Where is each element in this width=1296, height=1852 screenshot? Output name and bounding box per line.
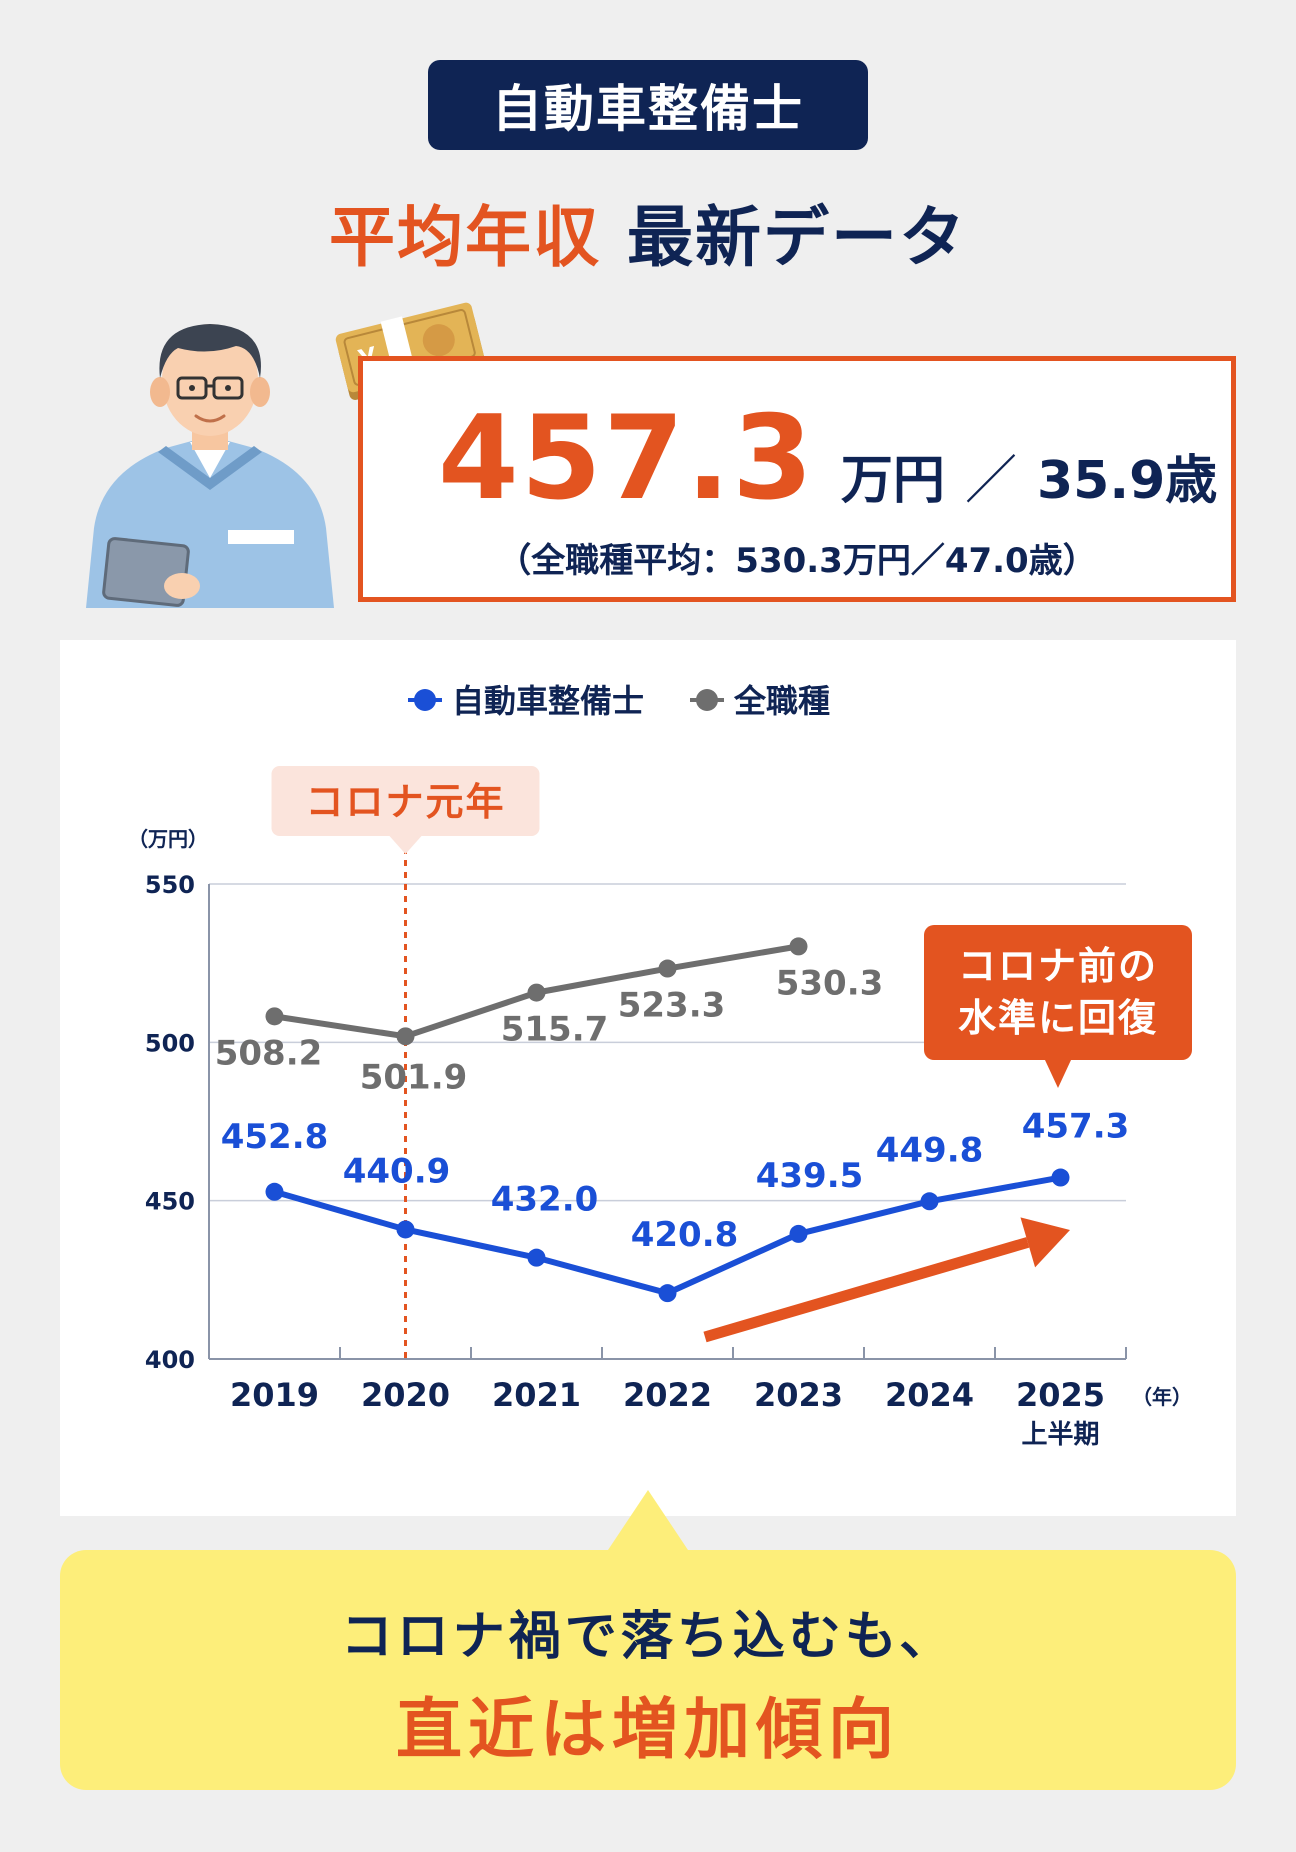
data-label: 432.0 bbox=[491, 1180, 599, 1220]
x-tick-label: 2020 bbox=[361, 1376, 450, 1414]
y-tick-label: 400 bbox=[145, 1346, 195, 1374]
data-label: 457.3 bbox=[1022, 1107, 1130, 1147]
data-point bbox=[789, 1224, 808, 1243]
callout-pointer bbox=[608, 1490, 688, 1550]
data-label: 530.3 bbox=[776, 963, 884, 1003]
trend-arrow-shaft bbox=[703, 1237, 1030, 1343]
corona-label: コロナ元年 bbox=[305, 780, 505, 824]
summary-line-1: コロナ禍で落ち込むも、 bbox=[340, 1607, 956, 1667]
title-accent: 平均年収 bbox=[329, 199, 601, 276]
average-age: 35.9歳 bbox=[1036, 451, 1218, 511]
mechanic-illustration bbox=[86, 324, 334, 608]
data-point bbox=[527, 983, 546, 1002]
occupation-tag: 自動車整備士 bbox=[428, 60, 868, 150]
trend-arrow-head bbox=[1020, 1217, 1070, 1268]
y-tick-label: 550 bbox=[145, 871, 195, 899]
data-label: 452.8 bbox=[221, 1117, 329, 1157]
data-point bbox=[265, 1007, 284, 1026]
legend-marker bbox=[414, 689, 436, 711]
data-point bbox=[789, 937, 808, 956]
data-point bbox=[920, 1192, 939, 1211]
salary-line-chart: 400 450 500 550 （万円） 2019 2020 2021 2022 2023 2024… bbox=[128, 682, 1192, 1450]
x-tick-sublabel: 上半期 bbox=[1021, 1420, 1099, 1450]
corona-label-pointer bbox=[389, 836, 422, 854]
x-unit-label: （年） bbox=[1132, 1385, 1192, 1409]
data-label: 440.9 bbox=[343, 1151, 451, 1191]
salary-unit: 万円 bbox=[840, 451, 945, 511]
recovery-label-box bbox=[924, 925, 1192, 1060]
corona-label-box bbox=[271, 766, 540, 836]
data-point bbox=[658, 1284, 677, 1303]
title-rest: 最新データ bbox=[627, 199, 967, 276]
recovery-label-line-1: コロナ前の bbox=[958, 944, 1158, 988]
legend-label: 自動車整備士 bbox=[452, 682, 644, 720]
salary-chart-panel: 400 450 500 550 （万円） 2019 2020 2021 2022 2023 2024… bbox=[60, 640, 1236, 1516]
data-point bbox=[658, 959, 677, 978]
x-tick-label: 2022 bbox=[623, 1376, 712, 1414]
salary-stat-main: 457.3 万円 ／ 35.9歳 bbox=[438, 391, 1217, 526]
x-tick-label: 2021 bbox=[492, 1376, 581, 1414]
data-point bbox=[265, 1182, 284, 1201]
x-tick-label: 2023 bbox=[754, 1376, 843, 1414]
data-label: 501.9 bbox=[360, 1057, 468, 1097]
salary-value: 457.3 bbox=[438, 391, 815, 526]
data-point bbox=[396, 1220, 415, 1239]
data-label: 420.8 bbox=[631, 1215, 739, 1255]
stat-divider: ／ bbox=[964, 451, 1017, 511]
x-tick-label: 2019 bbox=[230, 1376, 319, 1414]
data-point bbox=[527, 1248, 546, 1267]
y-tick-label: 450 bbox=[145, 1188, 195, 1216]
all-occupation-comparison: （全職種平均：530.3万円／47.0歳） bbox=[497, 541, 1097, 581]
page-title: 平均年収 最新データ bbox=[0, 184, 1296, 280]
x-tick-label: 2025 bbox=[1016, 1376, 1105, 1414]
data-point bbox=[396, 1027, 415, 1046]
data-label: 439.5 bbox=[756, 1156, 864, 1196]
data-label: 515.7 bbox=[501, 1010, 609, 1050]
y-unit-label: （万円） bbox=[128, 827, 208, 851]
recovery-label-pointer bbox=[1045, 1060, 1071, 1088]
legend-label: 全職種 bbox=[733, 682, 830, 720]
data-label: 449.8 bbox=[876, 1130, 984, 1170]
y-tick-label: 500 bbox=[145, 1029, 195, 1057]
data-label: 508.2 bbox=[215, 1033, 323, 1073]
recovery-label-line-2: 水準に回復 bbox=[958, 996, 1158, 1040]
x-tick-label: 2024 bbox=[885, 1376, 974, 1414]
summary-line-2: 直近は増加傾向 bbox=[396, 1691, 900, 1768]
salary-stat-box: 457.3 万円 ／ 35.9歳 （全職種平均：530.3万円／47.0歳） bbox=[358, 356, 1236, 602]
summary-callout: コロナ禍で落ち込むも、 直近は増加傾向 bbox=[60, 1550, 1236, 1790]
data-point bbox=[1051, 1168, 1070, 1187]
data-label: 523.3 bbox=[618, 986, 726, 1026]
legend-marker bbox=[696, 689, 718, 711]
